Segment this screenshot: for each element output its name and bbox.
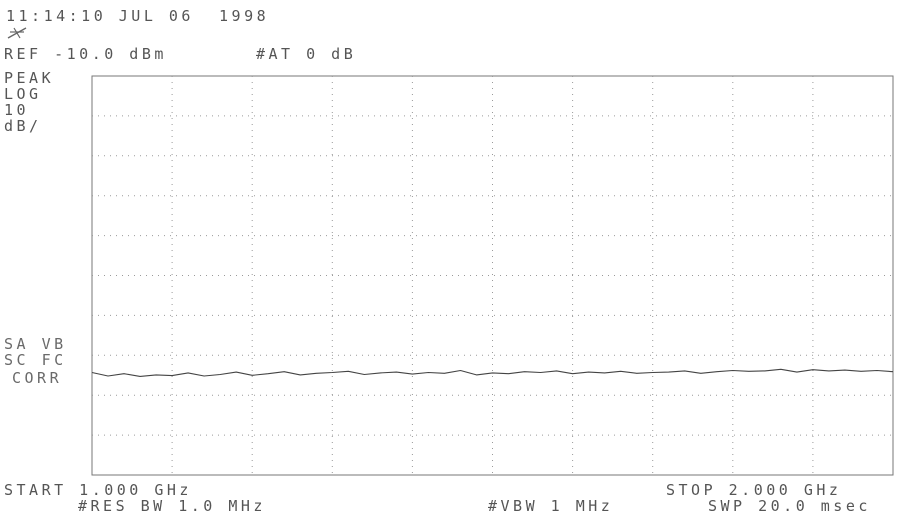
scale-value-label: 10 [4,101,30,119]
ref-level: REF -10.0 dBm [4,45,167,63]
attenuation: #AT 0 dB [256,45,357,63]
sweep-time: SWP 20.0 msec [708,497,871,515]
detector-label: PEAK [4,69,55,87]
res-bw: #RES BW 1.0 MHz [78,497,266,515]
scale-unit-label: dB/ [4,117,42,135]
sc-fc-label: SC FC [4,351,67,369]
scale-type-label: LOG [4,85,42,103]
spectrum-trace [91,368,894,377]
vbw: #VBW 1 MHz [488,497,614,515]
stop-frequency: STOP 2.000 GHz [666,481,842,499]
start-frequency: START 1.000 GHz [4,481,192,499]
sa-vb-label: SA VB [4,335,67,353]
star-trigger-icon [7,27,27,39]
corr-label: CORR [12,369,63,387]
timestamp: 11:14:10 JUL 06 1998 [6,7,270,25]
